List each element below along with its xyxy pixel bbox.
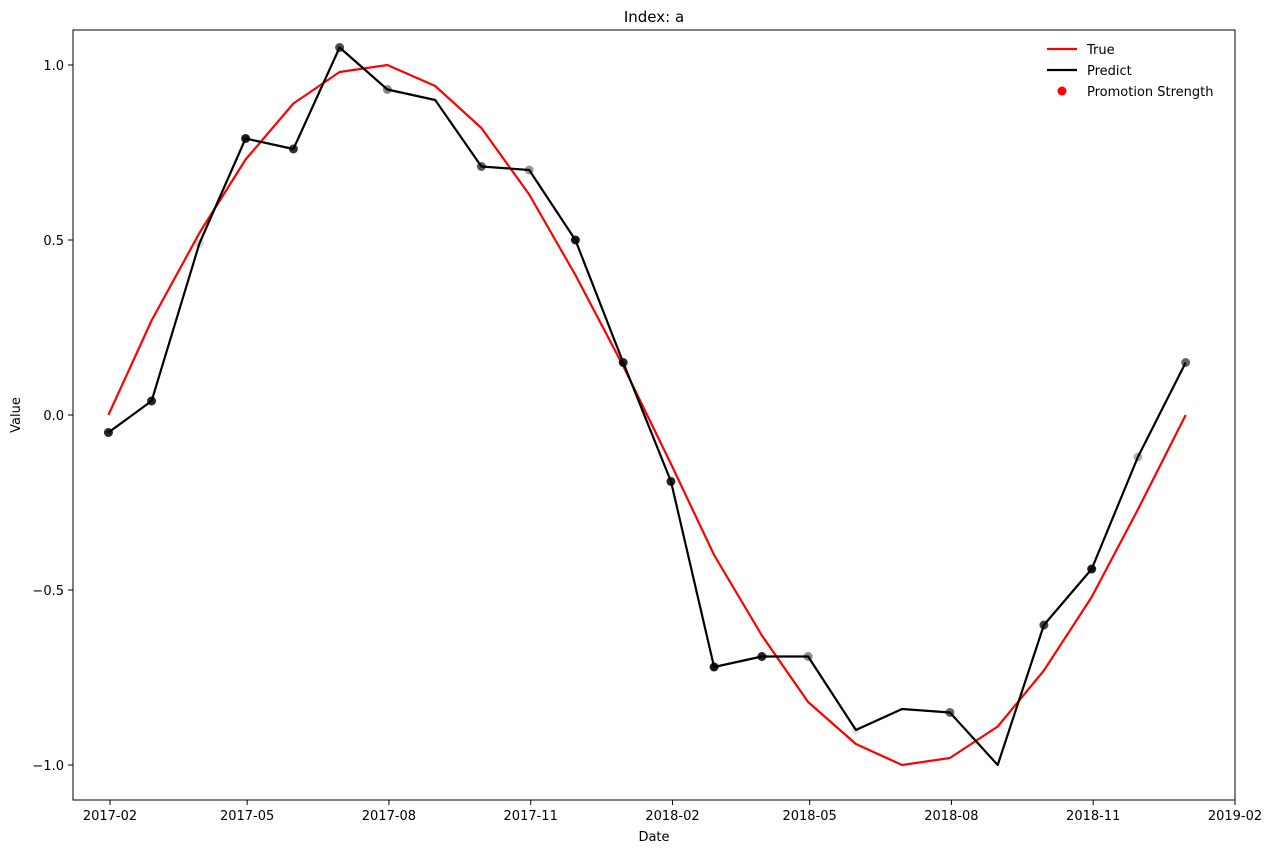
- legend-swatch-promotion-strength: [1057, 86, 1067, 96]
- y-axis-label: Value: [9, 397, 24, 433]
- x-tick-label: 2017-08: [362, 809, 416, 824]
- y-tick-label: 1.0: [43, 59, 64, 74]
- x-tick-label: 2018-11: [1066, 809, 1120, 824]
- y-tick-label: 0.0: [43, 409, 64, 424]
- series-line-true: [107, 63, 1187, 767]
- series-line-predict: [107, 46, 1187, 767]
- promotion-strength-point: [241, 134, 251, 143]
- legend-label: Promotion Strength: [1087, 85, 1214, 100]
- promotion-strength-point: [1039, 620, 1049, 630]
- promotion-strength-point: [1133, 452, 1143, 462]
- plot-frame: [72, 29, 1236, 801]
- y-tick-label: −0.5: [32, 584, 64, 599]
- x-tick-label: 2019-02: [1208, 809, 1262, 824]
- promotion-strength-point: [945, 708, 955, 717]
- promotion-strength-point: [382, 85, 392, 94]
- y-tick-label: −1.0: [32, 759, 64, 774]
- promotion-strength-point: [1087, 564, 1097, 574]
- x-tick-label: 2018-05: [782, 809, 836, 824]
- promotion-strength-point: [103, 428, 113, 437]
- promotion-strength-point: [335, 43, 345, 52]
- legend-label: Predict: [1087, 64, 1132, 79]
- y-tick-label: 0.5: [43, 234, 64, 249]
- promotion-strength-point: [666, 477, 676, 486]
- promotion-strength-point: [1181, 358, 1191, 367]
- x-tick-label: 2017-05: [220, 809, 274, 824]
- promotion-strength-point: [618, 358, 628, 367]
- promotion-strength-point: [803, 652, 813, 661]
- x-tick-label: 2017-02: [83, 809, 137, 824]
- x-tick-label: 2018-08: [924, 809, 978, 824]
- promotion-strength-point: [476, 162, 486, 171]
- promotion-strength-point: [757, 652, 767, 661]
- legend: True Predict Promotion Strength: [1047, 43, 1214, 100]
- promotion-strength-point: [709, 662, 719, 672]
- promotion-strength-point: [194, 239, 204, 248]
- x-tick-label: 2018-02: [645, 809, 699, 824]
- promotion-strength-point: [524, 165, 534, 175]
- promotion-strength-point: [147, 396, 157, 406]
- x-tick-label: 2017-11: [504, 809, 558, 824]
- legend-label: True: [1086, 43, 1115, 58]
- promotion-strength-point: [851, 725, 861, 735]
- chart-title: Index: a: [624, 8, 684, 26]
- promotion-strength-point: [288, 144, 298, 154]
- x-axis-label: Date: [638, 830, 669, 845]
- promotion-strength-point: [570, 235, 580, 245]
